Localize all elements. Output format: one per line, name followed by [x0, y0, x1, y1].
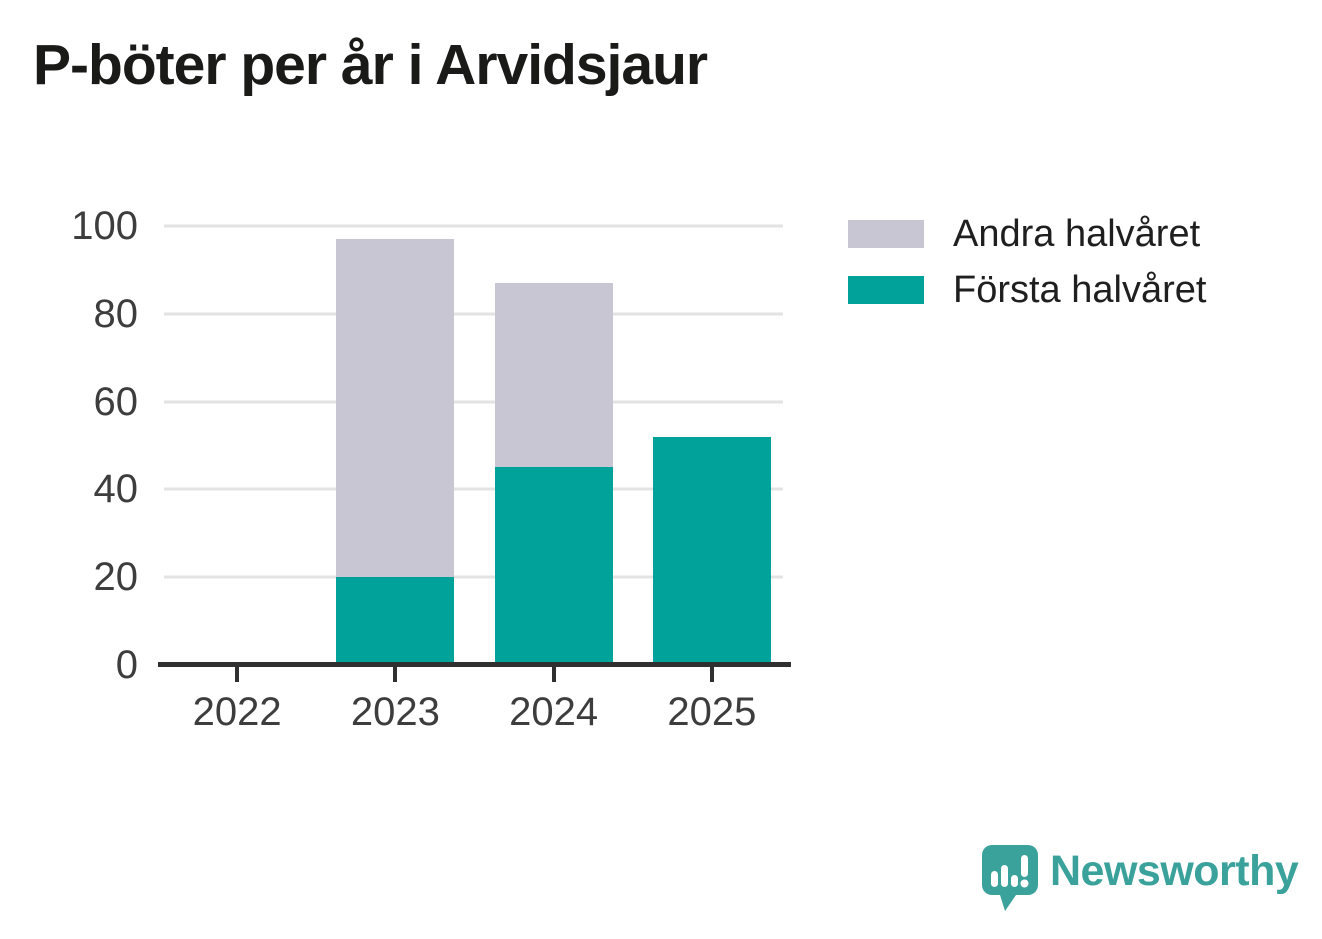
chart-title: P-böter per år i Arvidsjaur: [33, 33, 708, 97]
gridline-60: [164, 400, 783, 404]
x-axis-tick-2023: [393, 667, 398, 682]
bar-segment: [652, 436, 771, 665]
y-axis-label-40: 40: [93, 467, 139, 512]
y-axis-label-20: 20: [93, 555, 139, 600]
x-axis-tick-2022: [235, 667, 240, 682]
bar-segment: [336, 577, 455, 665]
legend-item: Andra halvåret: [848, 206, 1206, 262]
x-axis-tick-2024: [551, 667, 556, 682]
x-axis-line: [158, 662, 791, 667]
bar-2023: [336, 226, 455, 665]
legend-label: Andra halvåret: [953, 213, 1201, 255]
y-axis-label-0: 0: [115, 643, 138, 687]
y-axis-label-100: 100: [71, 204, 138, 248]
legend-swatch: [848, 276, 924, 304]
bar-2024: [494, 226, 613, 665]
gridline-100: [164, 224, 783, 228]
x-axis-labels: 2022 2023 2024 2025: [158, 692, 791, 736]
legend-item: Första halvåret: [848, 262, 1206, 318]
newsworthy-logo-icon: [982, 845, 1038, 911]
gridline-40: [164, 487, 783, 491]
y-axis-labels: 0 20 40 60 80 100: [0, 206, 139, 685]
x-axis-label-2024: 2024: [509, 690, 599, 734]
gridline-80: [164, 312, 783, 316]
x-axis-tick-2025: [709, 667, 714, 682]
plot-area: [158, 224, 791, 682]
legend: Andra halvåret Första halvåret: [848, 206, 1206, 318]
y-axis-label-80: 80: [93, 291, 139, 336]
legend-label: Första halvåret: [953, 269, 1207, 311]
bar-segment: [494, 467, 613, 665]
legend-swatch: [848, 220, 924, 248]
x-axis-label-2025: 2025: [667, 690, 757, 734]
bar-segment: [336, 239, 455, 578]
brand-footer: Newsworthy: [982, 845, 1299, 915]
bar-2025: [652, 226, 771, 665]
bar-2022: [178, 226, 296, 665]
x-axis-label-2023: 2023: [350, 690, 440, 734]
bar-segment: [494, 283, 613, 468]
y-axis-label-60: 60: [93, 379, 139, 424]
brand-name: Newsworthy: [1050, 847, 1299, 895]
gridline-20: [164, 575, 783, 579]
x-axis-label-2022: 2022: [192, 690, 282, 734]
